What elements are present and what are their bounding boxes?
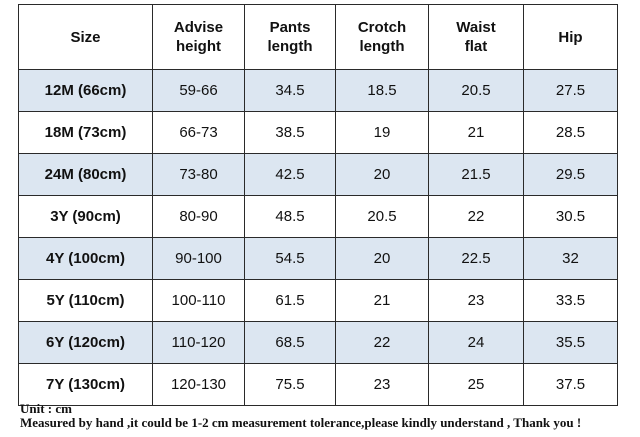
table-row: 18M (73cm) 66-73 38.5 19 21 28.5 bbox=[18, 111, 618, 154]
crotch-length-cell: 21 bbox=[335, 279, 429, 322]
waist-flat-cell: 23 bbox=[428, 279, 524, 322]
header-hip: Hip bbox=[523, 4, 618, 70]
table-row: 12M (66cm) 59-66 34.5 18.5 20.5 27.5 bbox=[18, 69, 618, 112]
size-cell: 6Y (120cm) bbox=[18, 321, 153, 364]
pants-length-cell: 54.5 bbox=[244, 237, 336, 280]
advise-height-cell: 80-90 bbox=[152, 195, 245, 238]
advise-height-cell: 59-66 bbox=[152, 69, 245, 112]
crotch-length-cell: 22 bbox=[335, 321, 429, 364]
header-advise-height: Advise height bbox=[152, 4, 245, 70]
crotch-length-cell: 23 bbox=[335, 363, 429, 406]
table-row: 24M (80cm) 73-80 42.5 20 21.5 29.5 bbox=[18, 153, 618, 196]
hip-cell: 32 bbox=[523, 237, 618, 280]
advise-height-cell: 120-130 bbox=[152, 363, 245, 406]
advise-height-cell: 66-73 bbox=[152, 111, 245, 154]
size-cell: 5Y (110cm) bbox=[18, 279, 153, 322]
notes: Unit : cm Measured by hand ,it could be … bbox=[20, 402, 581, 430]
size-table: Size Advise height Pants length Crotch leng… bbox=[18, 4, 618, 406]
hip-cell: 28.5 bbox=[523, 111, 618, 154]
waist-flat-cell: 21 bbox=[428, 111, 524, 154]
waist-flat-cell: 21.5 bbox=[428, 153, 524, 196]
pants-length-cell: 68.5 bbox=[244, 321, 336, 364]
waist-flat-cell: 22 bbox=[428, 195, 524, 238]
header-crotch-length: Crotch length bbox=[335, 4, 429, 70]
size-cell: 24M (80cm) bbox=[18, 153, 153, 196]
table-row: 6Y (120cm) 110-120 68.5 22 24 35.5 bbox=[18, 321, 618, 364]
pants-length-cell: 61.5 bbox=[244, 279, 336, 322]
advise-height-cell: 73-80 bbox=[152, 153, 245, 196]
hip-cell: 29.5 bbox=[523, 153, 618, 196]
size-cell: 4Y (100cm) bbox=[18, 237, 153, 280]
table-row: 5Y (110cm) 100-110 61.5 21 23 33.5 bbox=[18, 279, 618, 322]
table-row: 7Y (130cm) 120-130 75.5 23 25 37.5 bbox=[18, 363, 618, 406]
size-cell: 3Y (90cm) bbox=[18, 195, 153, 238]
crotch-length-cell: 20 bbox=[335, 153, 429, 196]
crotch-length-cell: 20 bbox=[335, 237, 429, 280]
pants-length-cell: 42.5 bbox=[244, 153, 336, 196]
header-waist-flat: Waist flat bbox=[428, 4, 524, 70]
hip-cell: 37.5 bbox=[523, 363, 618, 406]
hip-cell: 30.5 bbox=[523, 195, 618, 238]
hip-cell: 27.5 bbox=[523, 69, 618, 112]
crotch-length-cell: 18.5 bbox=[335, 69, 429, 112]
size-chart: Size Advise height Pants length Crotch leng… bbox=[18, 4, 618, 406]
table-row: 4Y (100cm) 90-100 54.5 20 22.5 32 bbox=[18, 237, 618, 280]
pants-length-cell: 75.5 bbox=[244, 363, 336, 406]
hip-cell: 35.5 bbox=[523, 321, 618, 364]
waist-flat-cell: 25 bbox=[428, 363, 524, 406]
pants-length-cell: 48.5 bbox=[244, 195, 336, 238]
crotch-length-cell: 19 bbox=[335, 111, 429, 154]
advise-height-cell: 110-120 bbox=[152, 321, 245, 364]
size-cell: 12M (66cm) bbox=[18, 69, 153, 112]
size-cell: 7Y (130cm) bbox=[18, 363, 153, 406]
advise-height-cell: 100-110 bbox=[152, 279, 245, 322]
waist-flat-cell: 22.5 bbox=[428, 237, 524, 280]
advise-height-cell: 90-100 bbox=[152, 237, 245, 280]
tolerance-note: Measured by hand ,it could be 1-2 cm mea… bbox=[20, 415, 582, 430]
waist-flat-cell: 20.5 bbox=[428, 69, 524, 112]
pants-length-cell: 38.5 bbox=[244, 111, 336, 154]
hip-cell: 33.5 bbox=[523, 279, 618, 322]
size-cell: 18M (73cm) bbox=[18, 111, 153, 154]
table-row: 3Y (90cm) 80-90 48.5 20.5 22 30.5 bbox=[18, 195, 618, 238]
header-pants-length: Pants length bbox=[244, 4, 336, 70]
waist-flat-cell: 24 bbox=[428, 321, 524, 364]
crotch-length-cell: 20.5 bbox=[335, 195, 429, 238]
header-size: Size bbox=[18, 4, 153, 70]
unit-note: Unit : cm bbox=[20, 401, 72, 416]
pants-length-cell: 34.5 bbox=[244, 69, 336, 112]
header-row: Size Advise height Pants length Crotch leng… bbox=[18, 4, 618, 70]
